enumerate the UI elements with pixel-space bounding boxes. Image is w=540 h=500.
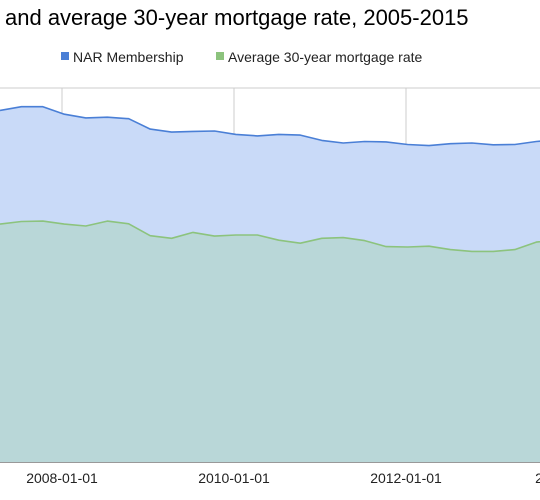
x-tick-label: 2010-01-01 [198, 470, 270, 486]
x-tick-label: 2012-01-01 [370, 470, 442, 486]
series-line-mortgage [0, 220, 540, 253]
x-axis-ticks: 2008-01-01 2010-01-01 2012-01-01 2 [26, 470, 540, 486]
plot-area [0, 105, 540, 462]
series-line-nar [0, 105, 540, 147]
x-tick-label: 2 [535, 470, 540, 486]
area-mortgage [0, 221, 540, 462]
legend-label-nar: NAR Membership [73, 49, 184, 65]
legend-label-mortgage: Average 30-year mortgage rate [228, 49, 423, 65]
chart-title: and average 30-year mortgage rate, 2005-… [5, 5, 469, 30]
legend-swatch-mortgage [216, 52, 224, 60]
legend: NAR Membership Average 30-year mortgage … [61, 49, 423, 65]
x-tick-label: 2008-01-01 [26, 470, 98, 486]
legend-swatch-nar [61, 52, 69, 60]
